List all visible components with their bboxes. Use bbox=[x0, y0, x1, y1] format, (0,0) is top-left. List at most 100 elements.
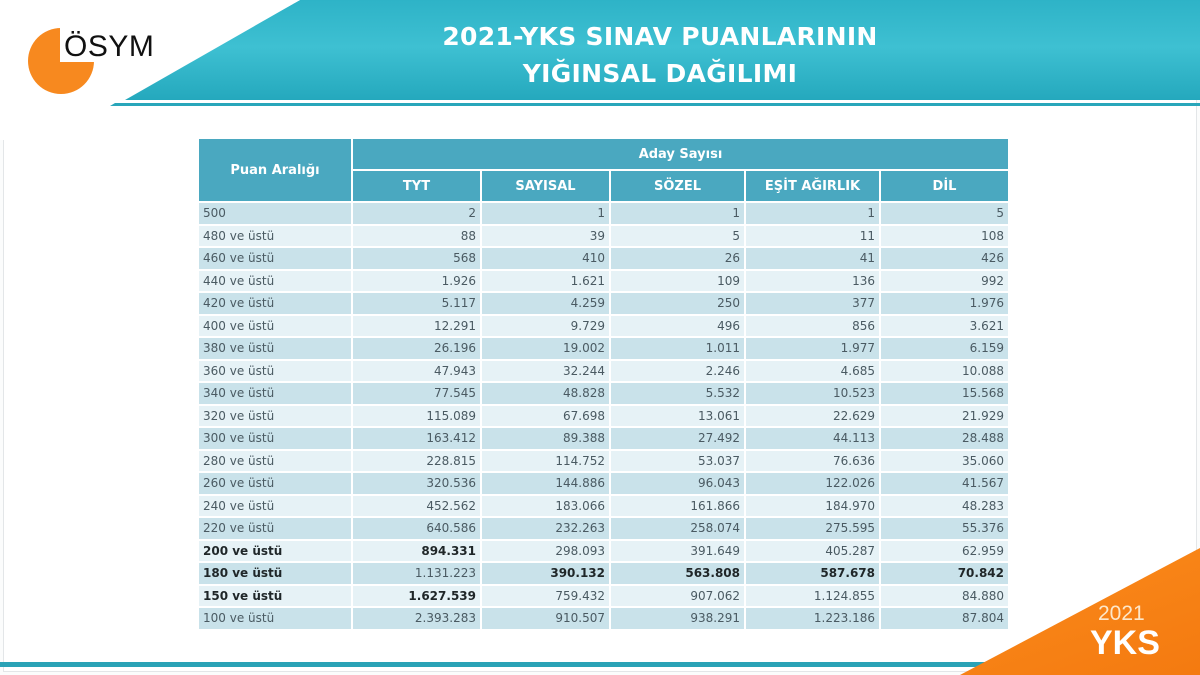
count-cell: 47.943 bbox=[353, 360, 480, 381]
count-cell: 1.976 bbox=[881, 293, 1008, 314]
count-cell: 232.263 bbox=[482, 518, 609, 539]
table-row: 420 ve üstü 5.117 4.259 250 377 1.976 bbox=[199, 293, 1008, 314]
count-cell: 1.621 bbox=[482, 270, 609, 291]
count-cell: 1.223.186 bbox=[746, 608, 879, 629]
score-range-cell: 500 bbox=[199, 203, 351, 224]
group-header: Aday Sayısı bbox=[353, 139, 1008, 169]
count-cell: 910.507 bbox=[482, 608, 609, 629]
count-cell: 77.545 bbox=[353, 383, 480, 404]
count-cell: 1.131.223 bbox=[353, 563, 480, 584]
count-cell: 377 bbox=[746, 293, 879, 314]
count-cell: 1.124.855 bbox=[746, 585, 879, 606]
table-row: 340 ve üstü 77.545 48.828 5.532 10.523 15.568 bbox=[199, 383, 1008, 404]
count-cell: 1.926 bbox=[353, 270, 480, 291]
count-cell: 587.678 bbox=[746, 563, 879, 584]
score-range-cell: 260 ve üstü bbox=[199, 473, 351, 494]
table-row: 260 ve üstü 320.536 144.886 96.043 122.026 41… bbox=[199, 473, 1008, 494]
count-cell: 122.026 bbox=[746, 473, 879, 494]
count-cell: 2.393.283 bbox=[353, 608, 480, 629]
table-row: 500 2 1 1 1 5 bbox=[199, 203, 1008, 224]
count-cell: 41.567 bbox=[881, 473, 1008, 494]
count-cell: 62.959 bbox=[881, 540, 1008, 561]
yks-year: 2021 bbox=[1098, 602, 1145, 625]
count-cell: 163.412 bbox=[353, 428, 480, 449]
count-cell: 39 bbox=[482, 225, 609, 246]
score-range-cell: 100 ve üstü bbox=[199, 608, 351, 629]
count-cell: 27.492 bbox=[611, 428, 744, 449]
count-cell: 298.093 bbox=[482, 540, 609, 561]
logo-notch bbox=[60, 24, 100, 62]
yks-label: YKS bbox=[1090, 624, 1160, 662]
count-cell: 5 bbox=[611, 225, 744, 246]
table-row: 240 ve üstü 452.562 183.066 161.866 184.970 4… bbox=[199, 495, 1008, 516]
count-cell: 11 bbox=[746, 225, 879, 246]
count-cell: 4.685 bbox=[746, 360, 879, 381]
count-cell: 12.291 bbox=[353, 315, 480, 336]
count-cell: 5 bbox=[881, 203, 1008, 224]
header-band bbox=[125, 0, 1200, 100]
table-row: 380 ve üstü 26.196 19.002 1.011 1.977 6.159 bbox=[199, 338, 1008, 359]
count-cell: 5.117 bbox=[353, 293, 480, 314]
header-underline bbox=[110, 103, 1200, 106]
score-range-cell: 280 ve üstü bbox=[199, 450, 351, 471]
count-cell: 67.698 bbox=[482, 405, 609, 426]
score-range-cell: 300 ve üstü bbox=[199, 428, 351, 449]
score-range-cell: 320 ve üstü bbox=[199, 405, 351, 426]
count-cell: 452.562 bbox=[353, 495, 480, 516]
count-cell: 26.196 bbox=[353, 338, 480, 359]
count-cell: 1 bbox=[482, 203, 609, 224]
count-cell: 856 bbox=[746, 315, 879, 336]
score-range-cell: 440 ve üstü bbox=[199, 270, 351, 291]
count-cell: 640.586 bbox=[353, 518, 480, 539]
count-cell: 22.629 bbox=[746, 405, 879, 426]
table-row: 200 ve üstü 894.331 298.093 391.649 405.287 6… bbox=[199, 540, 1008, 561]
page-title: 2021-YKS SINAV PUANLARININ YIĞINSAL DAĞI… bbox=[380, 18, 940, 92]
count-cell: 21.929 bbox=[881, 405, 1008, 426]
table-row: 300 ve üstü 163.412 89.388 27.492 44.113 28.4… bbox=[199, 428, 1008, 449]
count-cell: 48.283 bbox=[881, 495, 1008, 516]
count-cell: 28.488 bbox=[881, 428, 1008, 449]
count-cell: 87.804 bbox=[881, 608, 1008, 629]
count-cell: 1 bbox=[746, 203, 879, 224]
score-range-cell: 380 ve üstü bbox=[199, 338, 351, 359]
count-cell: 1.011 bbox=[611, 338, 744, 359]
count-cell: 13.061 bbox=[611, 405, 744, 426]
count-cell: 391.649 bbox=[611, 540, 744, 561]
logo-text: ÖSYM bbox=[64, 30, 155, 63]
count-cell: 114.752 bbox=[482, 450, 609, 471]
count-cell: 53.037 bbox=[611, 450, 744, 471]
count-cell: 96.043 bbox=[611, 473, 744, 494]
count-cell: 76.636 bbox=[746, 450, 879, 471]
score-range-cell: 460 ve üstü bbox=[199, 248, 351, 269]
table-row: 360 ve üstü 47.943 32.244 2.246 4.685 10.088 bbox=[199, 360, 1008, 381]
row-header: Puan Aralığı bbox=[199, 139, 351, 201]
count-cell: 496 bbox=[611, 315, 744, 336]
count-cell: 250 bbox=[611, 293, 744, 314]
count-cell: 258.074 bbox=[611, 518, 744, 539]
count-cell: 19.002 bbox=[482, 338, 609, 359]
table-row: 400 ve üstü 12.291 9.729 496 856 3.621 bbox=[199, 315, 1008, 336]
table-row: 150 ve üstü 1.627.539 759.432 907.062 1.124.… bbox=[199, 585, 1008, 606]
table-row: 280 ve üstü 228.815 114.752 53.037 76.636 35.… bbox=[199, 450, 1008, 471]
count-cell: 894.331 bbox=[353, 540, 480, 561]
score-range-cell: 420 ve üstü bbox=[199, 293, 351, 314]
count-cell: 35.060 bbox=[881, 450, 1008, 471]
score-range-cell: 220 ve üstü bbox=[199, 518, 351, 539]
title-line-2: YIĞINSAL DAĞILIMI bbox=[522, 59, 798, 88]
count-cell: 108 bbox=[881, 225, 1008, 246]
count-cell: 410 bbox=[482, 248, 609, 269]
col-header-sayisal: SAYISAL bbox=[482, 171, 609, 201]
count-cell: 320.536 bbox=[353, 473, 480, 494]
count-cell: 109 bbox=[611, 270, 744, 291]
count-cell: 136 bbox=[746, 270, 879, 291]
table-row: 180 ve üstü 1.131.223 390.132 563.808 587.67… bbox=[199, 563, 1008, 584]
count-cell: 228.815 bbox=[353, 450, 480, 471]
count-cell: 568 bbox=[353, 248, 480, 269]
score-range-cell: 400 ve üstü bbox=[199, 315, 351, 336]
count-cell: 992 bbox=[881, 270, 1008, 291]
count-cell: 563.808 bbox=[611, 563, 744, 584]
count-cell: 41 bbox=[746, 248, 879, 269]
col-header-tyt: TYT bbox=[353, 171, 480, 201]
table-row: 100 ve üstü 2.393.283 910.507 938.291 1.223.… bbox=[199, 608, 1008, 629]
title-line-1: 2021-YKS SINAV PUANLARININ bbox=[442, 22, 878, 51]
